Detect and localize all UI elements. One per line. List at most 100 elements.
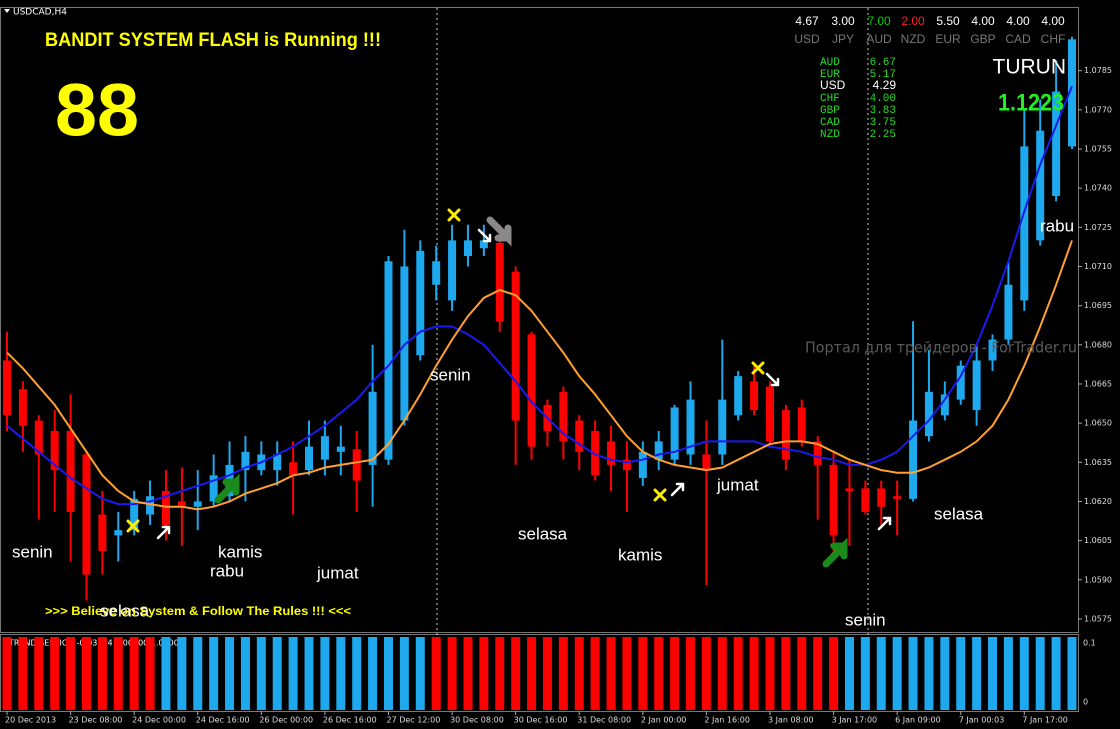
candle-body (591, 430, 600, 476)
trend-bar (701, 637, 711, 710)
strength-value: 7.00 (867, 14, 891, 28)
strength-value: 5.50 (936, 14, 960, 28)
candle-body (559, 391, 568, 442)
arrow (877, 516, 892, 531)
motto: >>> Believe on System & Follow The Rules… (45, 604, 351, 618)
candle-body (114, 530, 123, 536)
y-tick-label: 1.0605 (1084, 536, 1112, 545)
trend-bar (34, 637, 44, 710)
strength-value: 4.67 (795, 14, 819, 28)
trend-bar (558, 637, 568, 710)
ranking-value: 3.83 (870, 105, 896, 117)
candle-body (50, 430, 59, 471)
candle-body (209, 475, 218, 502)
trend-bar (670, 637, 680, 710)
trend-bar (717, 637, 727, 710)
candle-body (718, 399, 727, 455)
candle-body (845, 488, 854, 492)
day-label: rabu (1040, 216, 1074, 235)
candle-body (972, 360, 981, 411)
trend-bar (797, 637, 807, 710)
indicator-tick-label: 0 (1083, 698, 1088, 707)
x-tick-label: 3 Jan 17:00 (832, 716, 878, 725)
candle-body (495, 242, 504, 322)
trend-bar (81, 637, 91, 710)
trend-bar (240, 637, 250, 710)
x-tick-label: 24 Dec 00:00 (132, 716, 186, 725)
ranking-currency: CAD (820, 117, 840, 129)
trend-bar (686, 637, 696, 710)
candle-body (1052, 91, 1061, 196)
x-tick-label: 7 Jan 17:00 (1022, 716, 1068, 725)
strength-name: JPY (832, 32, 854, 46)
trend-bar (765, 637, 775, 710)
trend-bar (860, 637, 870, 710)
trend-bar (161, 637, 171, 710)
cross-marker (126, 519, 140, 533)
strength-value: 4.00 (971, 14, 995, 28)
candle-body (1068, 39, 1076, 147)
candle-body (400, 266, 409, 421)
trend-bar (66, 637, 76, 710)
trend-bar (844, 637, 854, 710)
indicator-tick-label: 0.1 (1083, 639, 1096, 648)
day-label: kamis (618, 545, 662, 564)
ma-line (6, 85, 1073, 506)
strength-name: GBP (970, 32, 995, 46)
candle-body (750, 381, 759, 411)
candle-body (877, 488, 886, 507)
candle-body (1004, 284, 1013, 340)
trend-bar (590, 637, 600, 710)
trend-bar (288, 637, 298, 710)
arrow (156, 525, 171, 540)
trend-bar (193, 637, 203, 710)
y-tick-label: 1.0740 (1084, 184, 1112, 193)
ranking-currency: AUD (820, 57, 840, 69)
candle-body (686, 399, 695, 455)
trend-bar (638, 637, 648, 710)
candle-body (416, 250, 425, 356)
candle-body (177, 501, 186, 507)
trend-bar (463, 637, 473, 710)
day-label: senin (430, 365, 471, 384)
candle-body (3, 360, 11, 416)
candle-body (305, 446, 314, 471)
main-frame (0, 7, 1079, 633)
trend-bar (225, 637, 235, 710)
trend-bar (431, 637, 441, 710)
day-label: jumat (716, 475, 759, 494)
candle-body (940, 394, 949, 416)
x-tick-label: 3 Jan 08:00 (768, 716, 814, 725)
trend-bar (256, 637, 266, 710)
y-tick-label: 1.0725 (1084, 223, 1112, 232)
strength-ranking: AUD 6.67 EUR 5.17 USD 4.29 CHF 4.00 GBP 3.83 CAD 3.… (820, 57, 896, 141)
x-tick-label: 2 Jan 00:00 (641, 716, 687, 725)
candle-body (66, 430, 75, 512)
candle-body (924, 391, 933, 437)
trend-bar (383, 637, 393, 710)
strength-name: EUR (935, 32, 961, 46)
candle-body (18, 389, 27, 426)
candle-body (352, 449, 361, 481)
candle-body (734, 376, 743, 416)
strength-value: 4.00 (1006, 14, 1030, 28)
candle-body (638, 451, 647, 478)
candle-body (813, 441, 822, 465)
candle-body (575, 420, 584, 452)
indicator-frame (0, 634, 1079, 712)
candle-body (289, 462, 298, 476)
y-tick-label: 1.0785 (1084, 66, 1112, 75)
trend-bar (654, 637, 664, 710)
trend-bar (368, 637, 378, 710)
day-label: kamis (218, 542, 262, 561)
plot (3, 36, 1076, 601)
trend-bar (1019, 637, 1029, 710)
candle-body (82, 454, 91, 575)
trend-bar (622, 637, 632, 710)
trend-bar (399, 637, 409, 710)
candle-body (909, 420, 918, 499)
menu-triangle (4, 9, 10, 13)
trend-bar (606, 637, 616, 710)
candle-body (146, 496, 155, 515)
